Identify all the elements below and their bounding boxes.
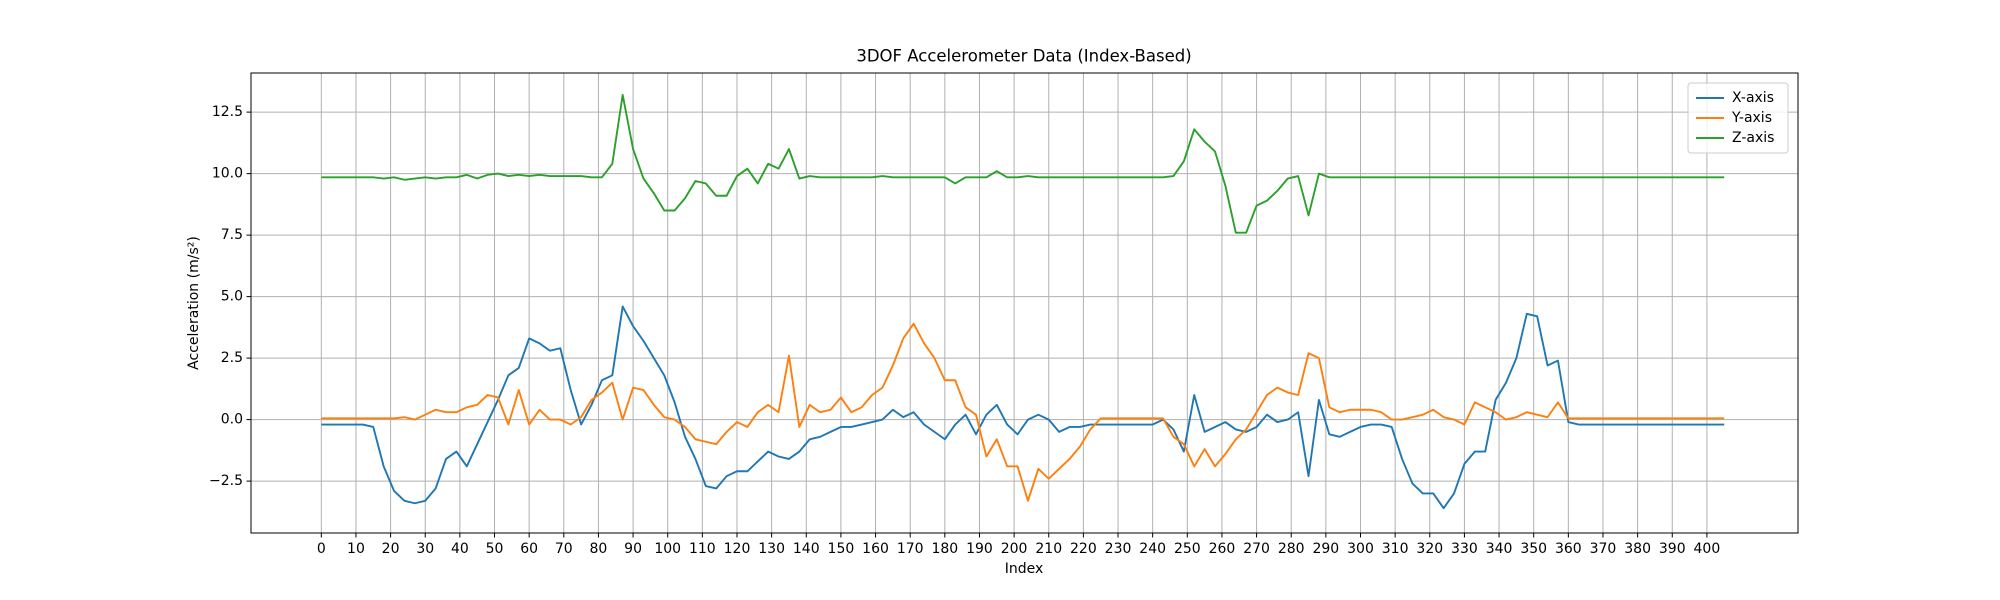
x-tick-label: 80 [590,541,608,557]
legend-label: Z-axis [1732,130,1774,146]
x-axis-label: Index [1005,561,1044,577]
x-tick-label: 100 [654,541,681,557]
plot-frame [250,72,1799,534]
series-line [321,305,1725,510]
x-tick-label: 250 [1174,541,1201,557]
x-tick-label: 280 [1278,541,1305,557]
x-tick-label: 310 [1382,541,1409,557]
x-tick-label: 60 [520,541,538,557]
x-tick-label: 260 [1209,541,1236,557]
x-tick-label: 160 [862,541,889,557]
x-tick-label: 320 [1416,541,1443,557]
y-tick-label: 12.5 [212,104,243,120]
legend-box [1687,82,1789,154]
chart-title: 3DOF Accelerometer Data (Index-Based) [856,47,1191,66]
x-tick-label: 230 [1105,541,1132,557]
y-tick-label: 2.5 [221,350,243,366]
x-tick-label: 270 [1243,541,1270,557]
y-tick-label: 5.0 [221,289,243,305]
x-tick-label: 400 [1694,541,1721,557]
x-tick-label: 70 [555,541,573,557]
x-tick-label: 200 [1001,541,1028,557]
y-tick-label: 0.0 [221,412,243,428]
x-tick-label: 360 [1555,541,1582,557]
x-tick-label: 220 [1070,541,1097,557]
x-tick-label: 190 [966,541,993,557]
x-tick-label: 290 [1312,541,1339,557]
x-tick-label: 330 [1451,541,1478,557]
x-tick-label: 350 [1520,541,1547,557]
x-tick-label: 10 [347,541,365,557]
legend: X-axis Y-axis Z-axis [1687,82,1789,154]
x-tick-label: 50 [486,541,504,557]
x-tick-label: 370 [1590,541,1617,557]
x-tick-label: 120 [724,541,751,557]
x-tick-label: 390 [1659,541,1686,557]
legend-label: Y-axis [1731,110,1772,126]
legend-label: X-axis [1732,90,1774,106]
x-tick-label: 300 [1347,541,1374,557]
x-tick-label: 110 [689,541,716,557]
x-tick-label: 210 [1035,541,1062,557]
x-tick-label: 0 [317,541,326,557]
x-tick-label: 40 [451,541,469,557]
x-tick-label: 340 [1486,541,1513,557]
y-axis-label: Acceleration (m/s²) [186,236,202,370]
x-tick-label: 150 [828,541,855,557]
x-tick-label: 30 [416,541,434,557]
y-tick-label: 7.5 [221,227,243,243]
x-tick-label: 240 [1139,541,1166,557]
y-tick-label: −2.5 [209,473,243,489]
x-tick-label: 140 [793,541,820,557]
y-tick-label: 10.0 [212,166,243,182]
x-tick-label: 170 [897,541,924,557]
series-line [321,322,1725,502]
x-tick-label: 90 [624,541,642,557]
x-tick-label: 20 [382,541,400,557]
series-line [321,93,1725,234]
x-tick-label: 180 [931,541,958,557]
x-tick-label: 380 [1624,541,1651,557]
x-tick-label: 130 [758,541,785,557]
